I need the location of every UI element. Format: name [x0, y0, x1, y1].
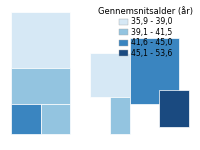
Bar	[11, 68, 70, 104]
Bar	[130, 38, 179, 104]
Bar	[41, 104, 70, 134]
Legend: 35,9 - 39,0, 39,1 - 41,5, 41,6 - 45,0, 45,1 - 53,6: 35,9 - 39,0, 39,1 - 41,5, 41,6 - 45,0, 4…	[97, 5, 195, 59]
Bar	[11, 12, 70, 68]
Bar	[11, 104, 41, 134]
Bar	[110, 97, 130, 134]
Bar	[90, 53, 130, 97]
Bar	[159, 90, 189, 127]
